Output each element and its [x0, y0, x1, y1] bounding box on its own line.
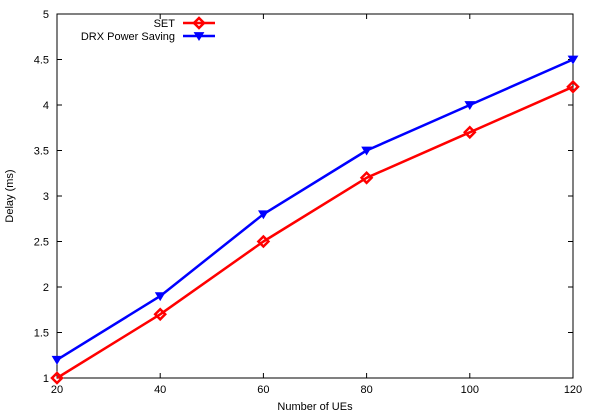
data-point [463, 125, 477, 140]
axis-ticks: 20 40 60 80 100 120 1 1.5 2 2.5 3 3.5 4 4.5 5 [34, 9, 582, 396]
data-point [359, 171, 374, 185]
data-point [256, 234, 271, 249]
y-tick-label: 3 [43, 191, 49, 203]
x-axis-title: Number of UEs [277, 401, 353, 413]
x-tick-label: 120 [564, 384, 582, 396]
data-point [464, 101, 476, 111]
x-tick-label: 100 [461, 384, 479, 396]
data-point [50, 371, 64, 385]
plot-frame [56, 13, 574, 379]
legend-marker [193, 32, 205, 42]
y-tick-label: 4.5 [34, 55, 49, 67]
data-point [361, 146, 372, 156]
series-line [56, 58, 574, 361]
legend-item-0: SET [154, 16, 215, 30]
y-tick-label: 1 [43, 373, 49, 385]
x-tick-label: 60 [257, 384, 269, 396]
y-axis-title: Delay (ms) [4, 169, 16, 222]
data-point [258, 210, 269, 220]
x-tick-label: 80 [360, 384, 372, 396]
y-tick-label: 3.5 [34, 146, 49, 158]
data-point [567, 55, 579, 65]
legend-label: SET [154, 18, 176, 30]
legend-marker [192, 16, 206, 30]
x-tick-label: 20 [51, 384, 63, 396]
y-tick-label: 1.5 [34, 328, 49, 340]
x-tick-label: 40 [154, 384, 166, 396]
data-point [154, 292, 166, 302]
data-point [153, 307, 167, 322]
legend-label: DRX Power Saving [81, 31, 175, 43]
y-tick-label: 2.5 [34, 237, 49, 249]
y-tick-label: 5 [43, 9, 49, 21]
series-1 [51, 55, 579, 365]
data-point [51, 355, 63, 365]
y-tick-label: 2 [43, 282, 49, 294]
series-line [56, 85, 574, 380]
data-point [566, 80, 580, 94]
legend-item-1: DRX Power Saving [81, 31, 215, 43]
series-0 [50, 80, 580, 385]
series-layer [50, 55, 580, 385]
y-tick-label: 4 [43, 100, 49, 112]
